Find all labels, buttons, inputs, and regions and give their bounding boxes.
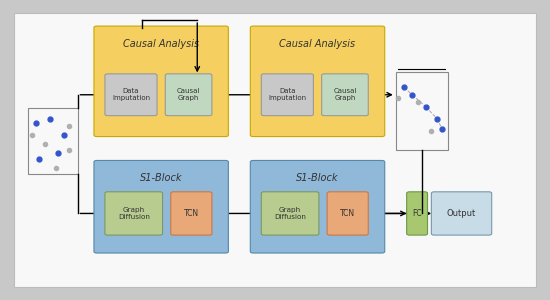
Text: S1-Block: S1-Block: [140, 173, 183, 183]
FancyBboxPatch shape: [406, 192, 427, 235]
Bar: [28, 108, 78, 174]
Bar: [395, 72, 448, 150]
Text: Graph
Diffusion: Graph Diffusion: [274, 207, 306, 220]
FancyBboxPatch shape: [322, 74, 369, 116]
Text: TCN: TCN: [340, 209, 355, 218]
Text: Data
Imputation: Data Imputation: [268, 88, 306, 101]
Text: Causal Analysis: Causal Analysis: [279, 39, 356, 49]
FancyBboxPatch shape: [431, 192, 492, 235]
Text: Causal
Graph: Causal Graph: [333, 88, 356, 101]
FancyBboxPatch shape: [14, 13, 536, 287]
Text: Causal Analysis: Causal Analysis: [123, 39, 199, 49]
FancyBboxPatch shape: [261, 74, 314, 116]
FancyBboxPatch shape: [250, 160, 384, 253]
Text: FC: FC: [412, 209, 422, 218]
Text: Data
Imputation: Data Imputation: [112, 88, 150, 101]
FancyBboxPatch shape: [94, 26, 228, 136]
FancyBboxPatch shape: [166, 74, 212, 116]
Text: TCN: TCN: [184, 209, 199, 218]
FancyBboxPatch shape: [94, 160, 228, 253]
FancyBboxPatch shape: [327, 192, 369, 235]
FancyBboxPatch shape: [105, 192, 163, 235]
FancyBboxPatch shape: [170, 192, 212, 235]
Text: Causal
Graph: Causal Graph: [177, 88, 200, 101]
FancyBboxPatch shape: [261, 192, 319, 235]
FancyBboxPatch shape: [250, 26, 384, 136]
Text: S1-Block: S1-Block: [296, 173, 339, 183]
Text: Graph
Diffusion: Graph Diffusion: [118, 207, 150, 220]
FancyBboxPatch shape: [105, 74, 157, 116]
Text: Output: Output: [447, 209, 476, 218]
